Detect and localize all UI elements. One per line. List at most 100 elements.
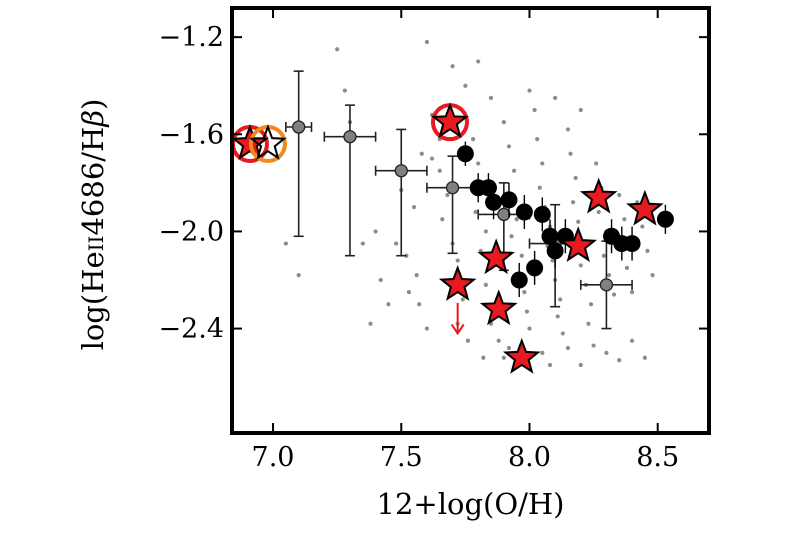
background-point xyxy=(463,83,468,88)
background-point xyxy=(601,253,606,258)
y-axis-label-part: ) xyxy=(76,99,110,110)
background-point xyxy=(568,151,573,156)
y-axis-label: log(HeII4686/Hβ) xyxy=(76,99,110,351)
background-point xyxy=(470,137,476,142)
x-tick-label: 7.5 xyxy=(380,442,423,473)
black-point xyxy=(541,227,559,245)
red-star xyxy=(431,102,469,139)
background-point xyxy=(622,217,627,222)
background-point xyxy=(450,64,455,69)
background-point xyxy=(519,253,524,258)
background-point xyxy=(527,88,532,93)
gray-point xyxy=(497,207,511,222)
black-point xyxy=(623,235,641,253)
red-star xyxy=(477,238,515,275)
black-point xyxy=(456,145,474,163)
background-point xyxy=(547,362,553,368)
background-point xyxy=(483,229,488,234)
background-point xyxy=(578,107,583,113)
background-point xyxy=(540,350,545,355)
background-point xyxy=(437,168,442,173)
background-point xyxy=(296,273,301,278)
background-point xyxy=(506,345,512,351)
background-point xyxy=(283,241,288,246)
red-star xyxy=(559,226,598,263)
background-point xyxy=(424,39,430,45)
black-point xyxy=(656,210,674,228)
red-star xyxy=(502,337,541,374)
background-point xyxy=(588,302,594,307)
background-point xyxy=(565,345,571,351)
background-point xyxy=(645,248,650,253)
background-point xyxy=(550,258,555,263)
background-point xyxy=(578,263,583,268)
background-point xyxy=(555,314,560,319)
background-point xyxy=(522,290,527,295)
background-point xyxy=(460,297,465,302)
plot-area xyxy=(232,39,674,374)
black-point xyxy=(533,205,551,223)
background-point xyxy=(509,234,514,239)
background-point xyxy=(473,209,478,215)
background-point xyxy=(414,273,419,278)
y-axis-label-part: 4686/H xyxy=(76,127,110,236)
background-point xyxy=(506,144,512,149)
background-point xyxy=(532,107,537,113)
black-point xyxy=(479,179,497,197)
black-point xyxy=(510,271,528,289)
background-point xyxy=(511,168,517,173)
background-point xyxy=(373,229,378,234)
background-point xyxy=(424,326,430,331)
background-point xyxy=(514,217,519,222)
y-tick-label: −2.4 xyxy=(158,314,224,345)
background-point xyxy=(576,219,581,224)
x-tick-label: 8.0 xyxy=(508,442,551,473)
background-point xyxy=(535,137,540,142)
gray-point xyxy=(292,120,306,134)
background-point xyxy=(606,273,612,278)
gray-point xyxy=(445,181,460,195)
background-point xyxy=(586,321,591,326)
background-point xyxy=(501,355,506,360)
background-point xyxy=(342,88,347,93)
background-point xyxy=(624,265,630,270)
x-tick-label: 8.5 xyxy=(636,442,679,473)
background-point xyxy=(629,338,635,343)
y-tick-label: −2.0 xyxy=(158,216,224,247)
background-point xyxy=(617,358,622,363)
background-point xyxy=(476,161,481,166)
y-axis-label-part: II xyxy=(84,236,108,252)
background-point xyxy=(481,355,486,360)
background-point xyxy=(445,192,450,198)
background-point xyxy=(596,209,601,215)
background-point xyxy=(419,151,424,156)
background-point xyxy=(640,224,645,229)
red-star xyxy=(249,124,287,161)
x-tick-label: 7.0 xyxy=(252,442,295,473)
y-axis-label-part: β xyxy=(76,110,110,128)
background-point xyxy=(455,258,460,263)
plot-data xyxy=(232,39,674,374)
background-point xyxy=(524,309,530,314)
background-point xyxy=(406,290,412,295)
y-tick-label: −1.2 xyxy=(158,22,224,53)
red-star xyxy=(626,189,664,226)
background-point xyxy=(540,161,545,166)
plot-frame xyxy=(230,6,711,435)
background-point xyxy=(488,95,494,100)
black-point xyxy=(515,203,533,221)
background-point xyxy=(537,185,542,190)
background-point xyxy=(378,277,383,283)
background-point xyxy=(642,355,647,360)
background-point xyxy=(578,362,583,368)
black-point xyxy=(526,259,544,277)
gray-point xyxy=(599,278,614,292)
red-star xyxy=(479,289,518,326)
background-point xyxy=(573,175,578,181)
background-point xyxy=(553,95,558,100)
background-point xyxy=(368,321,373,326)
background-point xyxy=(386,302,391,307)
background-point xyxy=(501,120,506,125)
red-star xyxy=(579,177,618,214)
background-point xyxy=(594,161,599,166)
